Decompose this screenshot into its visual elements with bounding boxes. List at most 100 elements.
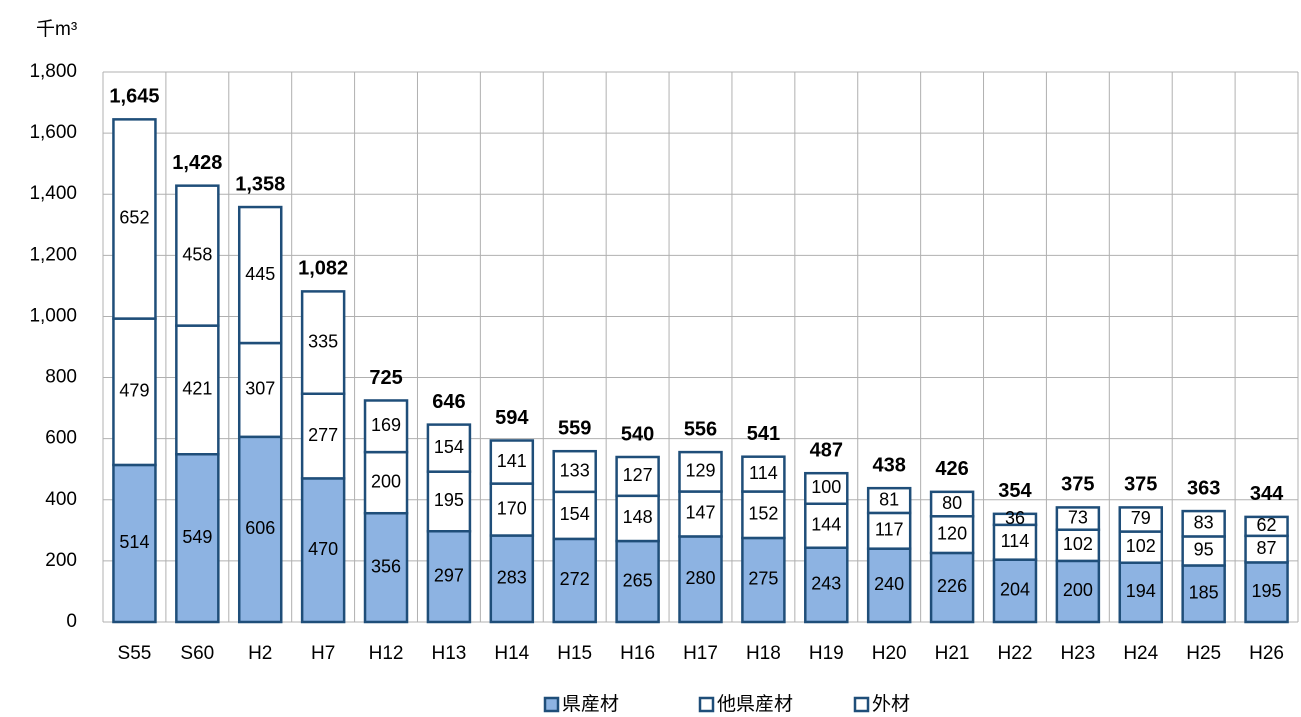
segment-label: 129	[685, 461, 715, 481]
bar-segment	[1244, 515, 1289, 538]
segment-label: 195	[1252, 581, 1282, 601]
segment-label: 356	[371, 556, 401, 576]
bar-segment	[426, 423, 472, 473]
bar-segment	[426, 530, 472, 624]
segment-label: 114	[749, 463, 778, 483]
total-label: 1,428	[172, 152, 222, 174]
bar-segment	[552, 449, 597, 494]
segment-label: 283	[497, 568, 527, 588]
segment-label: 277	[308, 425, 338, 445]
bar-segment	[1055, 506, 1101, 531]
bar-segment	[1244, 561, 1289, 624]
bar-segment	[552, 537, 597, 624]
segment-label: 194	[1126, 581, 1156, 601]
segment-label: 170	[497, 498, 527, 518]
x-tick-label: H13	[431, 643, 466, 664]
segment-label: 458	[182, 244, 212, 264]
bar-segment	[992, 523, 1038, 561]
bar-segment	[112, 463, 157, 624]
segment-label: 154	[560, 504, 590, 524]
segment-label: 549	[182, 527, 212, 547]
bar-segment	[615, 455, 660, 498]
segment-label: 117	[875, 520, 904, 540]
bar-segment	[112, 317, 157, 467]
bar-segment	[929, 515, 975, 555]
bar-segment	[866, 486, 912, 515]
bar-segment	[929, 490, 975, 518]
total-label: 375	[1124, 474, 1157, 496]
bar-segment	[489, 482, 535, 537]
bar-segment	[1055, 528, 1101, 563]
bar-segment	[300, 477, 346, 624]
segment-label: 280	[685, 568, 715, 588]
segment-label: 141	[497, 451, 527, 471]
x-tick-label: H18	[746, 643, 781, 664]
legend-label: 外材	[872, 693, 910, 715]
bar-segment	[804, 546, 849, 624]
segment-label: 200	[1063, 580, 1093, 600]
x-tick-label: H15	[557, 643, 592, 664]
bar-segment	[992, 512, 1038, 527]
segment-label: 195	[434, 490, 464, 510]
y-unit: 千m³	[36, 18, 77, 40]
segment-label: 226	[937, 576, 967, 596]
segment-label: 152	[748, 504, 778, 524]
bar-segment	[929, 551, 975, 624]
x-tick-label: H24	[1123, 643, 1158, 664]
bar-segment	[678, 490, 723, 538]
bar-segment	[1181, 564, 1226, 624]
segment-label: 62	[1257, 515, 1277, 535]
segment-label: 297	[434, 565, 464, 585]
bar-segment	[237, 435, 283, 624]
y-tick-label: 400	[45, 489, 77, 510]
y-tick-label: 1,200	[29, 244, 77, 265]
segment-label: 133	[560, 460, 590, 480]
x-tick-label: H19	[809, 643, 844, 664]
total-label: 541	[747, 423, 780, 445]
x-tick-label: H20	[872, 643, 907, 664]
y-tick-label: 1,600	[29, 122, 77, 143]
total-label: 344	[1250, 483, 1284, 505]
segment-label: 83	[1194, 513, 1214, 533]
bar-segment	[489, 439, 535, 485]
segment-label: 80	[942, 493, 962, 513]
bar-segment	[804, 471, 849, 506]
segment-label: 307	[245, 379, 275, 399]
legend-swatch	[698, 696, 715, 713]
segment-label: 95	[1194, 540, 1214, 560]
segment-label: 275	[748, 569, 778, 589]
bar-segment	[804, 502, 849, 549]
total-label: 363	[1187, 477, 1220, 499]
total-label: 559	[558, 417, 591, 439]
total-label: 1,645	[109, 86, 159, 108]
legend-label: 他県産材	[717, 693, 793, 715]
segment-label: 606	[245, 518, 275, 538]
bar-segment	[992, 558, 1038, 624]
segment-label: 36	[1005, 508, 1025, 528]
total-label: 487	[810, 439, 843, 461]
bar-segment	[678, 450, 723, 493]
segment-label: 102	[1126, 536, 1156, 556]
segment-label: 147	[685, 503, 715, 523]
segment-label: 73	[1068, 507, 1088, 527]
bar-segment	[175, 324, 220, 456]
total-label: 375	[1061, 474, 1094, 496]
bar-segment	[866, 511, 912, 550]
x-tick-label: H25	[1186, 643, 1221, 664]
segment-label: 120	[937, 523, 967, 543]
segment-label: 102	[1063, 534, 1093, 554]
total-label: 438	[872, 454, 905, 476]
x-tick-label: H26	[1249, 643, 1284, 664]
segment-label: 421	[182, 379, 212, 399]
x-tick-label: S60	[180, 643, 214, 664]
segment-label: 127	[623, 465, 653, 485]
bar-segment	[1118, 506, 1164, 533]
y-tick-label: 1,000	[29, 305, 77, 326]
total-label: 646	[432, 391, 465, 413]
total-label: 556	[684, 418, 717, 440]
x-tick-label: H21	[935, 643, 970, 664]
segment-label: 87	[1257, 538, 1277, 558]
y-tick-label: 600	[45, 428, 77, 449]
bar-segment	[1181, 535, 1226, 567]
x-tick-label: H12	[369, 643, 404, 664]
